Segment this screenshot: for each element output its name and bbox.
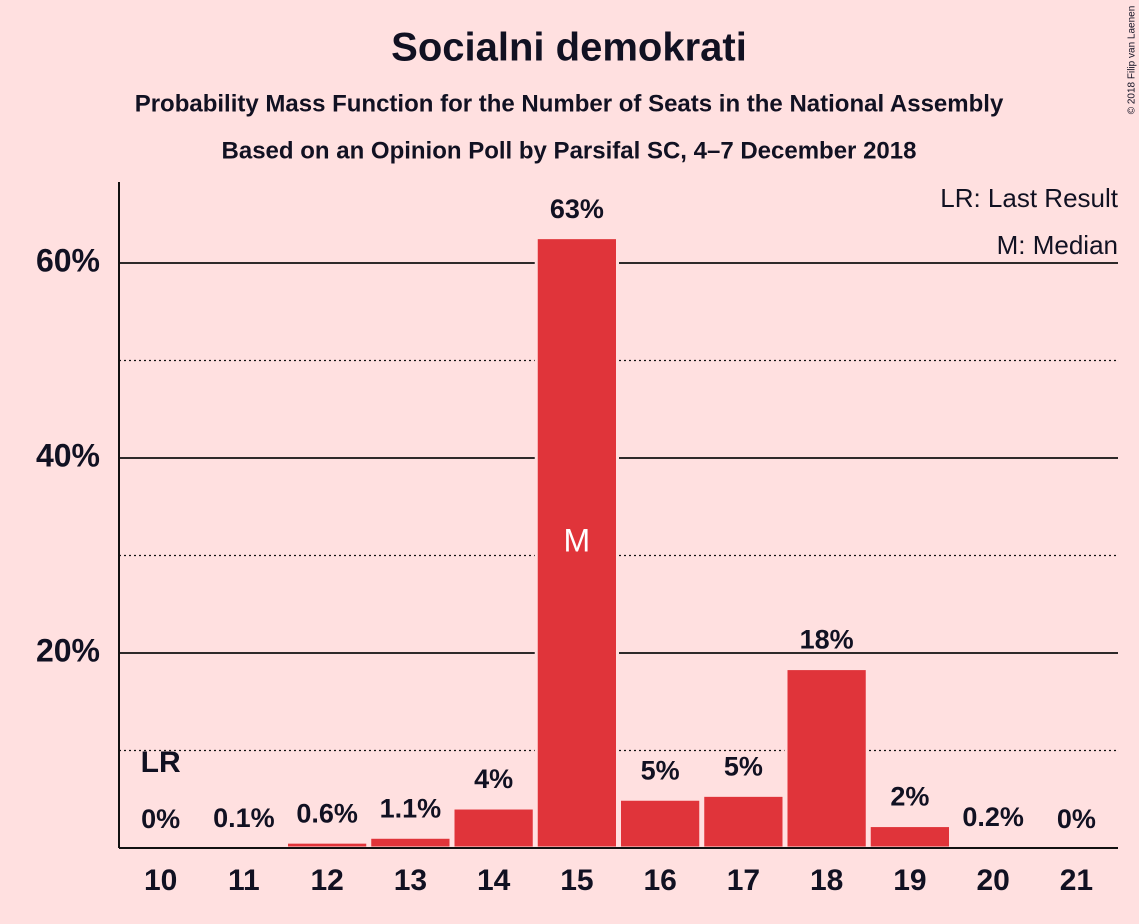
- chart-subtitle: Based on an Opinion Poll by Parsifal SC,…: [222, 137, 917, 164]
- value-label: 63%: [550, 194, 604, 224]
- y-tick-label: 40%: [36, 437, 100, 473]
- y-tick-label: 20%: [36, 632, 100, 668]
- bar: [368, 835, 453, 850]
- x-tick-label: 21: [1060, 864, 1093, 897]
- value-label: 0.2%: [962, 802, 1024, 832]
- legend-entry: M: Median: [997, 230, 1118, 260]
- bar: [867, 824, 952, 850]
- x-tick-label: 19: [893, 864, 926, 897]
- median-marker: M: [564, 522, 591, 558]
- last-result-marker: LR: [141, 746, 181, 779]
- value-label: 0.1%: [213, 803, 275, 833]
- value-label: 0%: [141, 804, 180, 834]
- copyright: © 2018 Filip van Laenen: [1127, 6, 1138, 115]
- bar: [534, 236, 619, 850]
- value-label: 5%: [724, 751, 763, 781]
- y-tick-label: 60%: [36, 242, 100, 278]
- x-tick-label: 11: [228, 864, 260, 897]
- bar: [784, 667, 869, 850]
- bar: [618, 797, 703, 850]
- value-label: 1.1%: [380, 793, 442, 823]
- x-tick-label: 17: [727, 864, 760, 897]
- x-tick-label: 20: [976, 864, 1009, 897]
- chart-title: Socialni demokrati: [391, 26, 747, 70]
- value-label: 18%: [800, 625, 854, 655]
- legend-entry: LR: Last Result: [940, 183, 1119, 213]
- x-tick-label: 12: [310, 864, 343, 897]
- bar: [701, 793, 786, 850]
- x-tick-label: 15: [560, 864, 593, 897]
- value-label: 2%: [890, 782, 929, 812]
- value-label: 0.6%: [296, 798, 358, 828]
- bar: [451, 806, 536, 850]
- x-tick-label: 16: [643, 864, 676, 897]
- x-tick-label: 10: [144, 864, 177, 897]
- x-tick-label: 18: [810, 864, 843, 897]
- x-tick-label: 13: [394, 864, 427, 897]
- x-tick-label: 14: [477, 864, 511, 897]
- chart-subtitle: Probability Mass Function for the Number…: [135, 90, 1004, 117]
- value-label: 5%: [641, 755, 680, 785]
- value-label: 4%: [474, 764, 513, 794]
- value-label: 0%: [1057, 804, 1096, 834]
